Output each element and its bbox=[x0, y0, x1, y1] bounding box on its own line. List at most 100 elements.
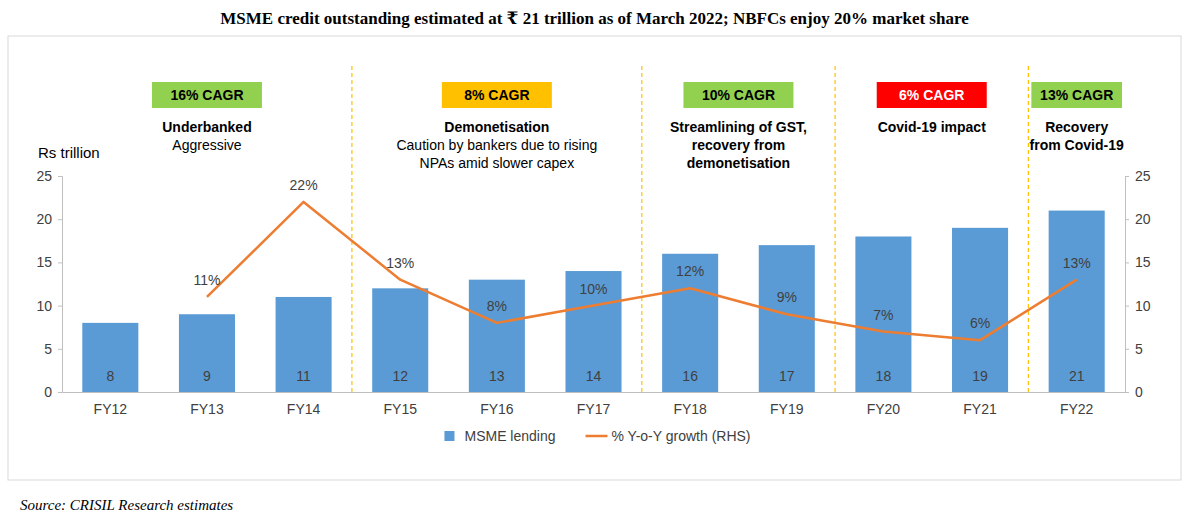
tick-label: 10 bbox=[1135, 298, 1151, 314]
bar-label: 13 bbox=[489, 368, 505, 384]
y2-axis: 0 5 10 15 20 25 bbox=[1125, 168, 1151, 400]
axis-tick: FY16 bbox=[480, 392, 514, 417]
axis-line bbox=[63, 392, 1126, 393]
period-title: from Covid-19 bbox=[1030, 137, 1124, 153]
tick-mark bbox=[1125, 349, 1129, 350]
bar-label: 21 bbox=[1069, 368, 1085, 384]
plot-marks bbox=[82, 202, 1104, 392]
axis-tick: 0 bbox=[44, 384, 62, 400]
axis-tick: FY14 bbox=[287, 392, 321, 417]
axis-tick: FY18 bbox=[673, 392, 707, 417]
tick-mark bbox=[1125, 262, 1129, 263]
bar bbox=[855, 236, 911, 392]
axis-tick: 20 bbox=[1125, 211, 1151, 227]
bar bbox=[276, 297, 332, 392]
chart-frame bbox=[8, 36, 1181, 480]
axis-tick: FY12 bbox=[94, 392, 128, 417]
chart-svg: MSME credit outstanding estimated at ₹ 2… bbox=[0, 0, 1189, 525]
chart-container: MSME credit outstanding estimated at ₹ 2… bbox=[0, 0, 1189, 525]
period-annotation: 13% CAGR Recovery from Covid-19 bbox=[1030, 82, 1124, 153]
bar bbox=[952, 228, 1008, 392]
period-divider bbox=[351, 66, 352, 392]
chart-title: MSME credit outstanding estimated at ₹ 2… bbox=[220, 9, 969, 28]
tick-label: 5 bbox=[44, 341, 52, 357]
tick-label: 20 bbox=[1135, 211, 1151, 227]
legend-item: % Y-o-Y growth (RHS) bbox=[586, 428, 751, 444]
tick-label: 15 bbox=[1135, 254, 1151, 270]
line-label: 13% bbox=[1063, 255, 1091, 271]
tick-label: FY18 bbox=[673, 401, 707, 417]
line-label: 10% bbox=[579, 281, 607, 297]
tick-label: FY13 bbox=[190, 401, 224, 417]
tick-mark bbox=[58, 306, 62, 307]
source-note: Source: CRISIL Research estimates bbox=[20, 497, 233, 513]
period-title: Underbanked bbox=[162, 119, 251, 135]
tick-label: FY21 bbox=[963, 401, 997, 417]
cagr-label: 6% CAGR bbox=[899, 87, 964, 103]
legend-swatch bbox=[444, 431, 454, 441]
tick-mark bbox=[58, 392, 62, 393]
tick-label: 0 bbox=[1135, 384, 1143, 400]
period-title: Demonetisation bbox=[444, 119, 549, 135]
cagr-box bbox=[683, 82, 793, 108]
line bbox=[207, 202, 1077, 340]
period-annotation: 16% CAGR Underbanked Aggressive bbox=[152, 82, 262, 153]
cagr-label: 13% CAGR bbox=[1040, 87, 1113, 103]
period-annotation: 10% CAGRStreamlining of GST,recovery fro… bbox=[670, 82, 807, 171]
period-title: recovery from bbox=[692, 137, 785, 153]
period-divider bbox=[834, 66, 835, 392]
period-title: Recovery bbox=[1045, 119, 1108, 135]
tick-label: 15 bbox=[36, 254, 52, 270]
tick-label: 25 bbox=[1135, 168, 1151, 184]
tick-label: FY17 bbox=[577, 401, 611, 417]
y-axis: 0 5 10 15 20 25 bbox=[36, 168, 62, 400]
tick-label: FY16 bbox=[480, 401, 514, 417]
tick-mark bbox=[58, 176, 62, 177]
line-label: 9% bbox=[777, 289, 797, 305]
bar-label: 16 bbox=[682, 368, 698, 384]
period-divider bbox=[641, 66, 642, 392]
axis-tick: 0 bbox=[1125, 384, 1143, 400]
x-axis: FY12FY13FY14FY15FY16FY17FY18FY19FY20FY21… bbox=[63, 392, 1126, 417]
bar bbox=[1049, 211, 1105, 392]
axis-tick: FY19 bbox=[770, 392, 804, 417]
bar bbox=[372, 288, 428, 392]
axis-tick: 5 bbox=[44, 341, 62, 357]
bar-label: 8 bbox=[106, 368, 114, 384]
tick-mark bbox=[1125, 392, 1129, 393]
axis-tick: 10 bbox=[1125, 298, 1151, 314]
line-label: 7% bbox=[873, 307, 893, 323]
cagr-box bbox=[1031, 82, 1122, 108]
cagr-box bbox=[152, 82, 262, 108]
period-annotation: 6% CAGRCovid-19 impact bbox=[877, 82, 987, 135]
axis-tick: 10 bbox=[36, 298, 62, 314]
legend-item: MSME lending bbox=[444, 428, 555, 444]
axis-tick: 5 bbox=[1125, 341, 1143, 357]
tick-label: 0 bbox=[44, 384, 52, 400]
tick-mark bbox=[1125, 306, 1129, 307]
period-text: Caution by bankers due to rising bbox=[396, 137, 597, 153]
cagr-box bbox=[877, 82, 987, 108]
tick-label: 25 bbox=[36, 168, 52, 184]
axis-tick: FY20 bbox=[867, 392, 901, 417]
line-label: 22% bbox=[290, 177, 318, 193]
tick-mark bbox=[58, 349, 62, 350]
tick-label: 10 bbox=[36, 298, 52, 314]
legend-label: MSME lending bbox=[464, 428, 555, 444]
tick-label: 20 bbox=[36, 211, 52, 227]
period-text: Aggressive bbox=[172, 137, 241, 153]
line-label: 6% bbox=[970, 315, 990, 331]
cagr-label: 16% CAGR bbox=[170, 87, 243, 103]
bar bbox=[469, 280, 525, 392]
axis-tick: FY17 bbox=[577, 392, 611, 417]
axis-tick: 25 bbox=[1125, 168, 1151, 184]
legend: MSME lending % Y-o-Y growth (RHS) bbox=[444, 428, 750, 444]
tick-label: FY12 bbox=[94, 401, 128, 417]
tick-mark bbox=[1125, 219, 1129, 220]
data-labels: 8911121314161718192111%22%13%8%10%12%9%7… bbox=[106, 177, 1090, 384]
cagr-label: 8% CAGR bbox=[464, 87, 529, 103]
cagr-label: 10% CAGR bbox=[702, 87, 775, 103]
bar-label: 18 bbox=[876, 368, 892, 384]
bar-label: 17 bbox=[779, 368, 795, 384]
line-label: 12% bbox=[676, 263, 704, 279]
